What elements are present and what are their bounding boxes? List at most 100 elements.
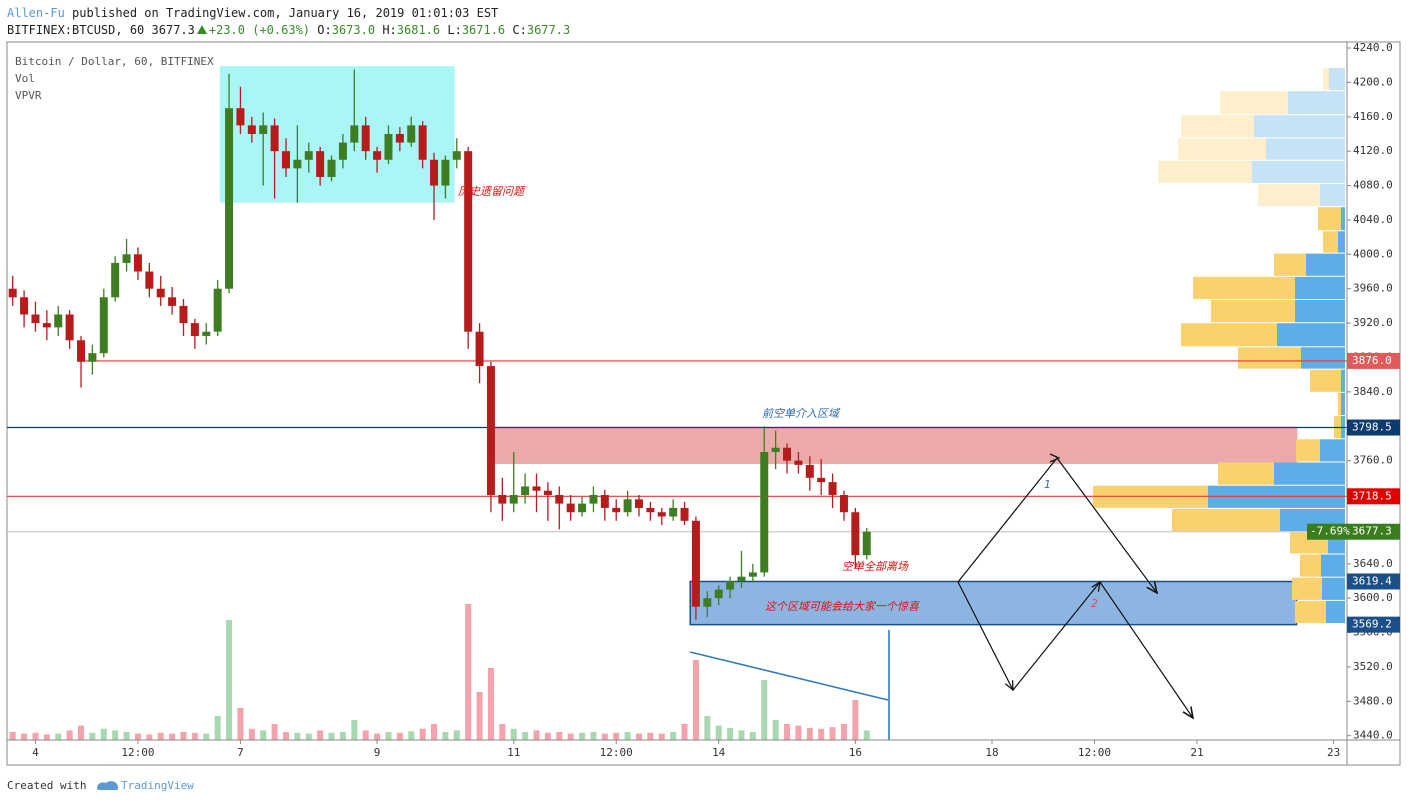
candle-body	[646, 507, 655, 513]
volume-bar	[66, 730, 73, 740]
candle-body	[293, 159, 302, 169]
h-value: 3681.6	[396, 23, 441, 37]
price-label-bg	[1347, 488, 1400, 505]
candle-body	[247, 125, 256, 134]
candle-body	[418, 125, 427, 160]
candle-body	[133, 254, 142, 272]
candle-body	[566, 503, 575, 513]
volume-bar	[294, 732, 301, 740]
author[interactable]: Allen-Fu	[7, 6, 65, 20]
candle-body	[828, 482, 837, 496]
volume-bar	[339, 732, 346, 740]
candle-body	[225, 108, 234, 289]
x-tick-label: 14	[712, 746, 726, 759]
volume-bar	[556, 732, 563, 740]
x-tick-label: 11	[507, 746, 520, 759]
vpvr-down	[1338, 392, 1341, 416]
price-label: 3798.5	[1352, 421, 1392, 434]
candle-body	[316, 151, 325, 177]
vpvr-up	[1341, 392, 1345, 416]
footer-brand[interactable]: TradingView	[121, 779, 194, 792]
volume-bar	[112, 730, 119, 740]
candle-body	[578, 503, 587, 513]
x-tick-label: 7	[237, 746, 244, 759]
candle-body	[42, 323, 51, 328]
y-tick-label: 3640.0	[1353, 557, 1393, 570]
vpvr-up	[1321, 554, 1345, 577]
vpvr-up	[1277, 323, 1345, 347]
annotation: 历史遗留问题	[458, 185, 526, 198]
y-tick-label: 4200.0	[1353, 75, 1393, 88]
volume-bar	[328, 732, 335, 740]
candle-body	[600, 495, 609, 508]
volume-bar	[271, 724, 278, 740]
y-tick-label: 3520.0	[1353, 660, 1393, 673]
c-label: C:	[512, 23, 527, 37]
volume-bar	[749, 732, 756, 740]
volume-bar	[431, 724, 438, 740]
vpvr-down	[1181, 115, 1254, 138]
volume-bar	[9, 732, 16, 740]
volume-bar	[590, 732, 597, 740]
x-tick-label: 16	[849, 746, 862, 759]
candle-body	[88, 353, 97, 362]
candle-body	[430, 159, 439, 186]
vpvr-down	[1292, 577, 1322, 600]
x-tick-label: 4	[32, 746, 39, 759]
volume-bar	[385, 732, 392, 740]
candle-body	[521, 486, 530, 496]
candle-body	[726, 580, 735, 590]
x-tick-label: 12:00	[1078, 746, 1111, 759]
candle-body	[236, 108, 245, 126]
vpvr-down	[1295, 600, 1326, 624]
vpvr-down	[1323, 231, 1338, 253]
annotation: 这个区域可能会给大家一个惊喜	[765, 600, 921, 613]
volume-bar	[374, 733, 381, 740]
candle-body	[555, 495, 564, 504]
volume-bar	[670, 732, 677, 740]
volume-bar	[544, 732, 551, 740]
volume-bar	[795, 725, 802, 740]
volume-bar	[465, 604, 472, 740]
x-tick-label: 12:00	[121, 746, 154, 759]
volume-bar	[715, 725, 722, 740]
legend-item: VPVR	[15, 89, 42, 102]
volume-bar	[727, 728, 734, 740]
vpvr-down	[1238, 347, 1301, 369]
candle-body	[327, 159, 336, 177]
annotation: 前空单介入区域	[762, 407, 841, 420]
vpvr-up	[1322, 577, 1345, 600]
candle-body	[361, 125, 370, 152]
vpvr-up	[1320, 439, 1345, 462]
volume-bar	[533, 730, 540, 740]
price-label: 3876.0	[1352, 354, 1392, 367]
candle-body	[111, 262, 120, 298]
zone	[689, 580, 1298, 626]
symbol-line: BITFINEX:BTCUSD, 60 3677.3 +23.0 (+0.63%)…	[7, 23, 570, 37]
legend-item: Bitcoin / Dollar, 60, BITFINEX	[15, 55, 214, 68]
candle-body	[760, 452, 769, 573]
volume-bar	[43, 734, 50, 740]
vpvr-up	[1320, 183, 1345, 207]
vpvr-up	[1295, 276, 1345, 300]
vpvr-down	[1258, 183, 1320, 207]
candle-body	[202, 331, 211, 336]
volume-bar	[203, 733, 210, 740]
h-label: H:	[382, 23, 397, 37]
volume-bar	[157, 732, 164, 740]
trend-line	[689, 651, 889, 701]
vpvr-down	[1158, 160, 1252, 183]
candle-body	[748, 572, 757, 577]
candle-body	[168, 297, 177, 306]
annotation: 1	[1044, 478, 1051, 491]
volume-bar	[784, 724, 791, 740]
volume-bar	[601, 733, 608, 740]
y-tick-label: 3440.0	[1353, 729, 1393, 742]
brand-logo	[97, 781, 119, 790]
arrow-path	[957, 580, 1193, 718]
volume-bar	[692, 660, 699, 740]
candle-body	[373, 151, 382, 160]
vpvr-down	[1300, 554, 1321, 577]
volume-bar	[863, 730, 870, 740]
up-icon	[196, 25, 207, 34]
